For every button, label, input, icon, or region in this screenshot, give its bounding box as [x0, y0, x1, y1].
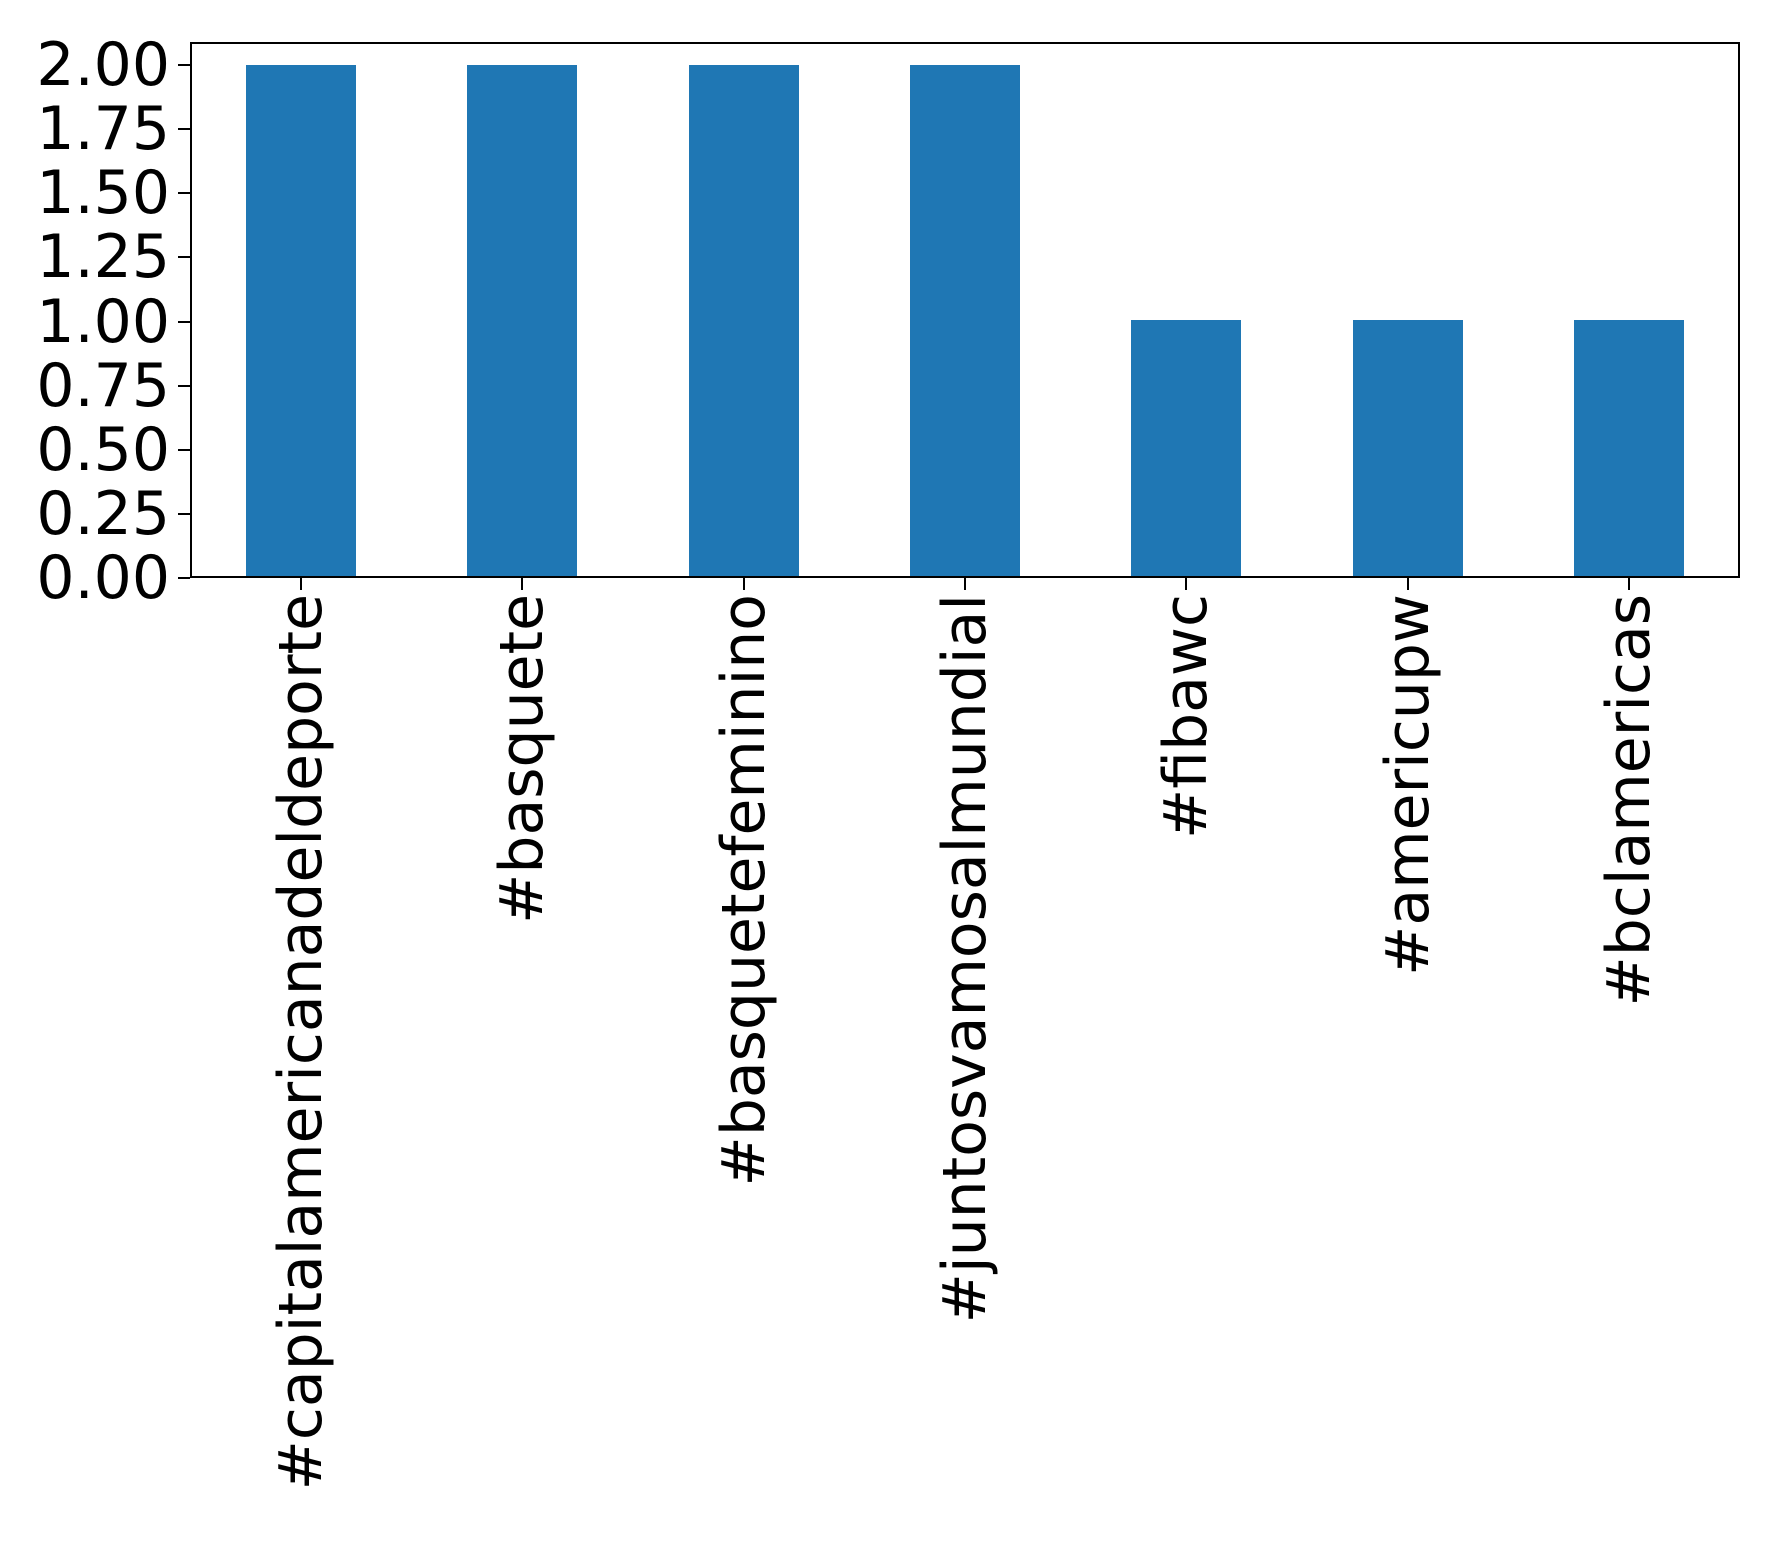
y-tick-label: 1.50 — [36, 158, 170, 228]
y-tick-mark — [178, 128, 190, 130]
y-tick-mark — [178, 449, 190, 451]
y-tick-label: 2.00 — [36, 30, 170, 100]
y-tick-mark — [178, 321, 190, 323]
bar — [246, 65, 356, 576]
y-tick-mark — [178, 577, 190, 579]
y-tick-label: 1.25 — [36, 222, 170, 292]
x-tick-mark — [300, 578, 302, 590]
y-tick-label: 0.50 — [36, 415, 170, 485]
bar — [1131, 320, 1241, 576]
bar — [467, 65, 577, 576]
y-tick-label: 1.75 — [36, 94, 170, 164]
y-tick-label: 0.75 — [36, 351, 170, 421]
x-tick-mark — [743, 578, 745, 590]
x-tick-label-text: #americupw — [1373, 594, 1443, 976]
y-tick-label: 0.00 — [36, 543, 170, 613]
x-tick-label-text: #capitalamericanadeldeporte — [266, 594, 336, 1491]
x-tick-label-text: #fibawc — [1151, 594, 1221, 839]
y-tick-mark — [178, 513, 190, 515]
x-tick-label-text: #bclamericas — [1594, 594, 1664, 1007]
y-tick-label: 0.25 — [36, 479, 170, 549]
bar — [689, 65, 799, 576]
x-tick-mark — [1185, 578, 1187, 590]
y-tick-mark — [178, 64, 190, 66]
bar — [910, 65, 1020, 576]
x-tick-label-text: #basquetefeminino — [709, 594, 779, 1187]
x-tick-label-text: #basquete — [487, 594, 557, 924]
x-tick-label: #bclamericas — [1594, 594, 1778, 1007]
x-tick-mark — [1628, 578, 1630, 590]
y-tick-mark — [178, 385, 190, 387]
x-tick-mark — [964, 578, 966, 590]
y-tick-mark — [178, 256, 190, 258]
y-tick-label: 1.00 — [36, 287, 170, 357]
x-tick-label: #fibawc — [1151, 594, 1401, 839]
bar — [1353, 320, 1463, 576]
x-tick-mark — [1407, 578, 1409, 590]
bar — [1574, 320, 1684, 576]
x-tick-mark — [521, 578, 523, 590]
x-tick-label-text: #juntosvamosalmundial — [930, 594, 1000, 1324]
y-tick-mark — [178, 192, 190, 194]
